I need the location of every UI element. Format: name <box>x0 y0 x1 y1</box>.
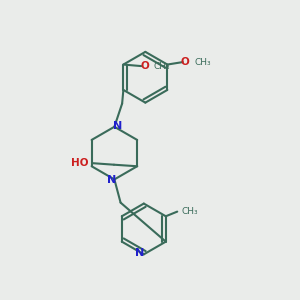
Text: N: N <box>136 248 145 258</box>
Text: HO: HO <box>71 158 88 168</box>
Text: N: N <box>107 175 116 185</box>
Text: CH₃: CH₃ <box>181 207 198 216</box>
Text: O: O <box>181 57 190 67</box>
Text: O: O <box>140 61 149 71</box>
Text: CH₃: CH₃ <box>154 61 170 70</box>
Text: N: N <box>113 121 122 131</box>
Text: CH₃: CH₃ <box>195 58 211 67</box>
